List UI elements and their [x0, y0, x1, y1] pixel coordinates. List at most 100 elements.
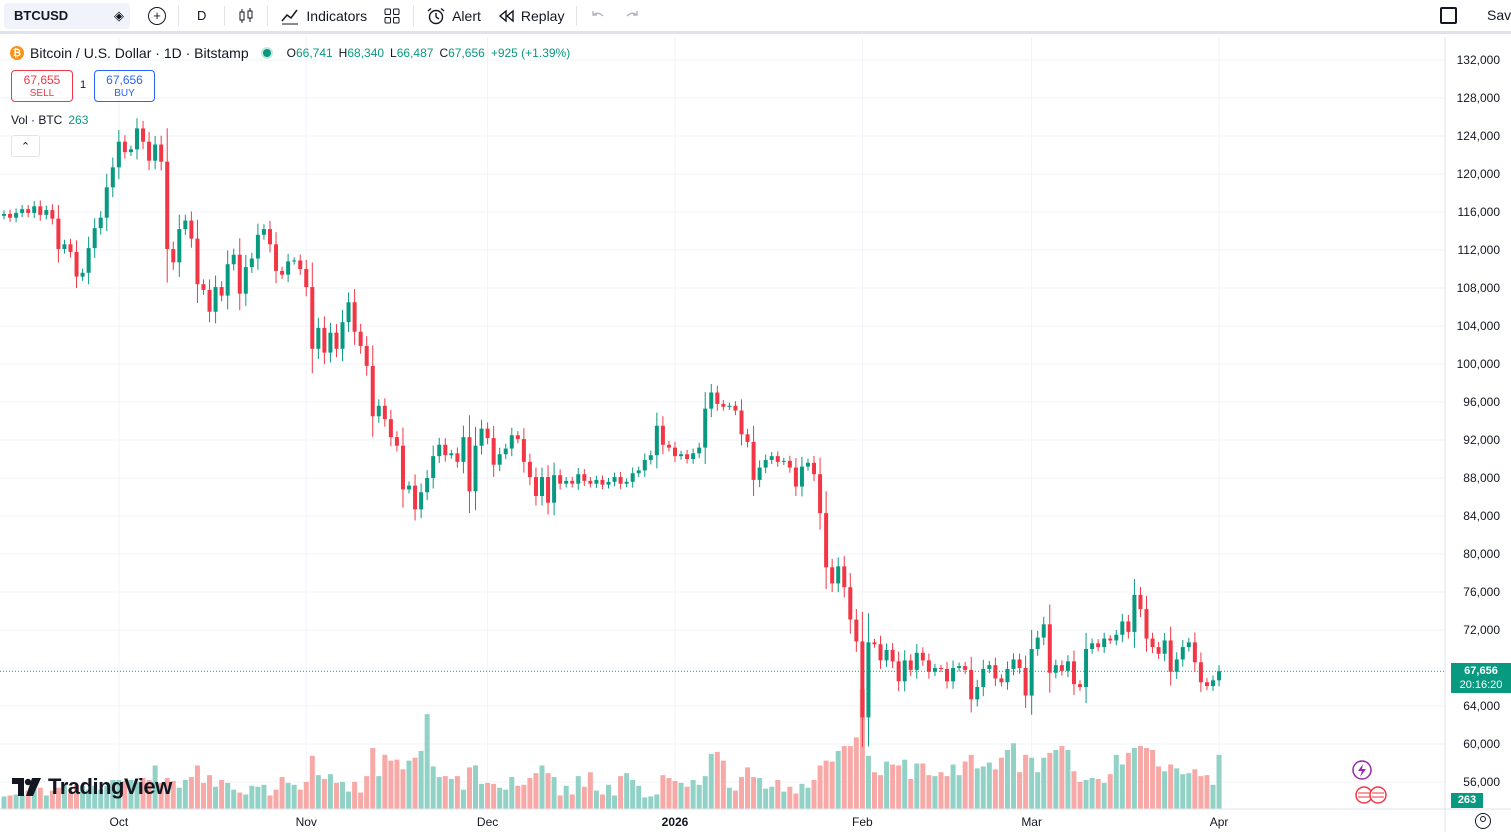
layouts-button[interactable] [375, 3, 409, 29]
candle[interactable] [963, 661, 968, 675]
candle[interactable] [461, 425, 466, 474]
candle[interactable] [642, 453, 647, 477]
candle[interactable] [552, 462, 557, 516]
candle[interactable] [872, 638, 877, 648]
candle[interactable] [588, 477, 593, 488]
y-axis-label[interactable]: 88,000 [1463, 471, 1500, 485]
candle[interactable] [68, 238, 73, 258]
fullscreen-square-icon[interactable] [1440, 6, 1457, 24]
candle[interactable] [914, 643, 919, 679]
candle[interactable] [836, 557, 841, 593]
candle[interactable] [1053, 659, 1058, 679]
candle[interactable] [757, 460, 762, 488]
candle[interactable] [159, 135, 164, 171]
candle[interactable] [509, 427, 514, 457]
collapse-legend-button[interactable]: ⌃ [11, 135, 40, 157]
candle[interactable] [672, 441, 677, 462]
candle[interactable] [600, 475, 605, 490]
candle[interactable] [818, 457, 823, 530]
candle[interactable] [443, 438, 448, 462]
candle[interactable] [473, 426, 478, 511]
y-axis-label[interactable]: 56,000 [1463, 775, 1500, 789]
candle[interactable] [648, 450, 653, 465]
sell-button[interactable]: 67,655 SELL [11, 70, 73, 102]
indicators-button[interactable]: Indicators [272, 3, 375, 29]
y-axis-label[interactable]: 120,000 [1457, 167, 1501, 181]
y-axis-label[interactable]: 64,000 [1463, 699, 1500, 713]
candle[interactable] [733, 401, 738, 416]
add-symbol-button[interactable]: + [140, 3, 174, 29]
y-axis-label[interactable]: 60,000 [1463, 737, 1500, 751]
candle[interactable] [207, 279, 212, 323]
candle[interactable] [1120, 613, 1125, 643]
candle[interactable] [908, 654, 913, 677]
candle[interactable] [503, 443, 508, 460]
candle[interactable] [1150, 632, 1155, 653]
candle[interactable] [739, 399, 744, 446]
candle[interactable] [56, 205, 61, 263]
candle[interactable] [805, 458, 810, 471]
candle[interactable] [213, 275, 218, 324]
candle[interactable] [902, 650, 907, 692]
candle[interactable] [8, 209, 13, 222]
candle[interactable] [1078, 680, 1083, 691]
candle[interactable] [128, 145, 133, 156]
y-axis-label[interactable]: 108,000 [1457, 281, 1501, 295]
candle[interactable] [225, 250, 230, 310]
candle[interactable] [824, 491, 829, 590]
candle[interactable] [1035, 630, 1040, 656]
candle[interactable] [38, 200, 43, 221]
candle[interactable] [280, 266, 285, 279]
undo-button[interactable] [581, 3, 615, 29]
candle[interactable] [546, 465, 551, 515]
candle[interactable] [183, 214, 188, 235]
candle[interactable] [679, 450, 684, 460]
candle[interactable] [781, 457, 786, 466]
candle[interactable] [999, 674, 1004, 687]
candle[interactable] [201, 279, 206, 295]
candle[interactable] [618, 471, 623, 489]
candle[interactable] [842, 556, 847, 598]
candle[interactable] [570, 477, 575, 488]
redo-button[interactable] [615, 3, 649, 29]
candle[interactable] [62, 239, 67, 254]
candle[interactable] [1065, 655, 1070, 678]
candle[interactable] [267, 220, 272, 253]
candle[interactable] [1126, 614, 1131, 639]
candle[interactable] [685, 449, 690, 464]
candle[interactable] [86, 236, 91, 285]
x-axis-label[interactable]: Apr [1210, 815, 1229, 829]
candle[interactable] [558, 469, 563, 490]
candle[interactable] [274, 232, 279, 284]
candle[interactable] [171, 241, 176, 270]
x-axis-label[interactable]: Nov [296, 815, 317, 829]
candle[interactable] [1138, 587, 1143, 617]
candle[interactable] [1011, 653, 1016, 676]
candle[interactable] [981, 659, 986, 697]
x-axis-label[interactable]: Oct [110, 815, 129, 829]
candle[interactable] [1059, 660, 1064, 676]
y-axis-label[interactable]: 132,000 [1457, 53, 1501, 67]
y-axis-label[interactable]: 124,000 [1457, 129, 1501, 143]
candle[interactable] [1186, 637, 1191, 652]
candle[interactable] [243, 254, 248, 306]
candle[interactable] [407, 481, 412, 494]
candle[interactable] [376, 399, 381, 423]
candle[interactable] [165, 128, 170, 283]
compare-diamond-icon[interactable]: ◈ [114, 7, 124, 23]
chart-type-button[interactable] [229, 3, 263, 29]
candle[interactable] [497, 447, 502, 472]
candle[interactable] [334, 324, 339, 358]
candle[interactable] [74, 240, 79, 289]
candle[interactable] [1017, 653, 1022, 674]
candle[interactable] [286, 253, 291, 283]
candle[interactable] [141, 120, 146, 150]
candle[interactable] [582, 469, 587, 487]
candle[interactable] [721, 400, 726, 411]
candle[interactable] [449, 449, 454, 459]
candle[interactable] [654, 412, 659, 469]
y-axis-label[interactable]: 84,000 [1463, 509, 1500, 523]
candle[interactable] [237, 238, 242, 311]
alert-button[interactable]: Alert [418, 3, 489, 29]
candle[interactable] [44, 205, 49, 220]
